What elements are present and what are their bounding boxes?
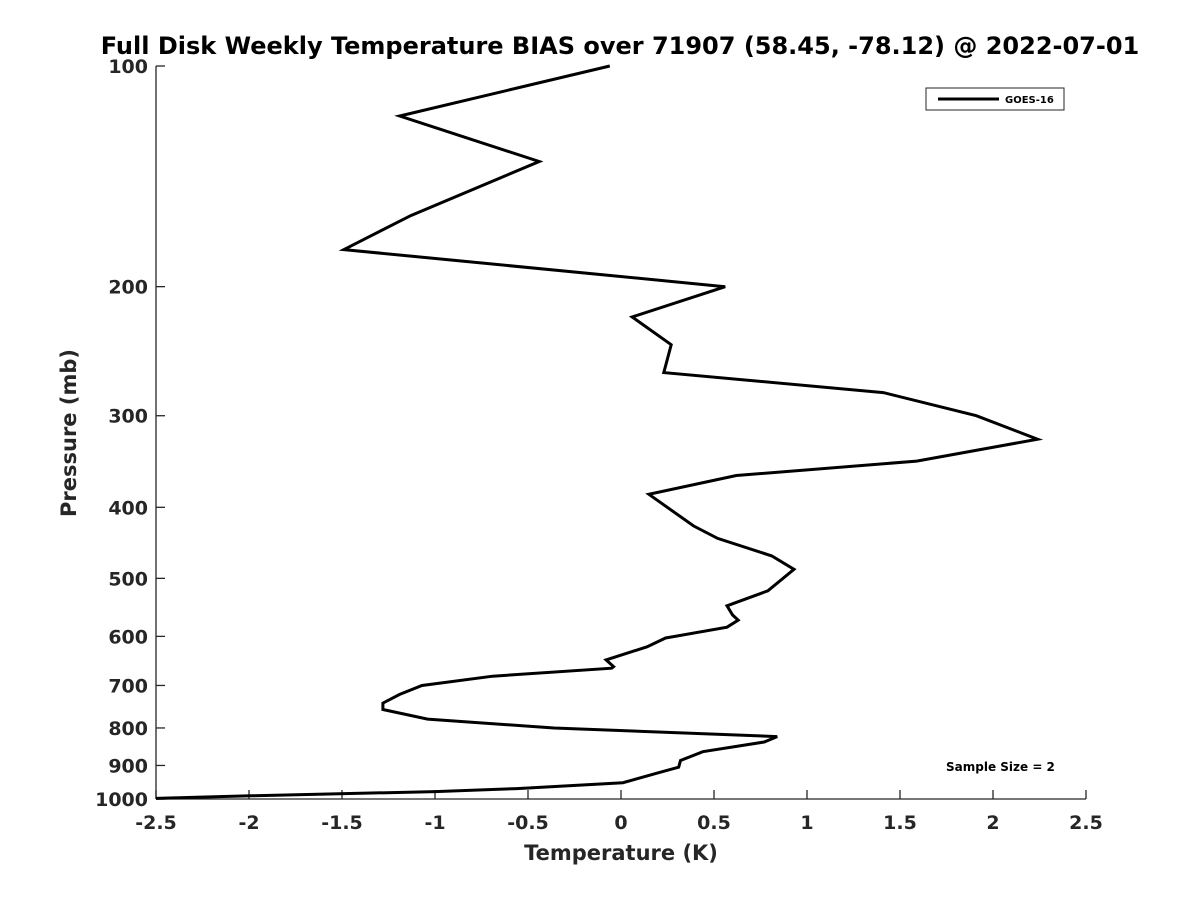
x-axis-label: Temperature (K) [524,841,718,865]
y-tick-label: 700 [108,675,148,697]
x-tick-label: -2 [238,812,259,834]
x-tick-label: 0 [614,812,627,834]
x-axis: -2.5 -2 -1.5 -1 -0.5 0 0.5 1 1.5 2 2.5 Temperature… [135,790,1103,865]
x-tick-label: -0.5 [507,812,549,834]
x-tick-label: -1.5 [321,812,363,834]
chart-title: Full Disk Weekly Temperature BIAS over 7… [101,32,1140,60]
y-tick-label: 500 [108,568,148,590]
legend-entry-label: GOES-16 [1005,95,1054,106]
x-tick-label: 0.5 [697,812,731,834]
y-tick-label: 900 [108,755,148,777]
y-tick-label: 200 [108,277,148,299]
sample-size-annotation: Sample Size = 2 [946,760,1055,774]
x-axis-ticks: -2.5 -2 -1.5 -1 -0.5 0 0.5 1 1.5 2 2.5 [135,790,1103,834]
legend: GOES-16 [925,87,1065,111]
x-tick-label: 1.5 [883,812,917,834]
x-tick-label: -1 [424,812,445,834]
series-layer [155,64,1044,800]
y-axis-label: Pressure (mb) [57,349,81,517]
y-tick-label: 1000 [95,789,148,811]
y-tick-label: 300 [108,406,148,428]
x-tick-label: 1 [800,812,813,834]
y-tick-label: 800 [108,718,148,740]
y-tick-label: 400 [108,497,148,519]
x-tick-label: 2.5 [1069,812,1103,834]
x-tick-label: 2 [986,812,999,834]
y-tick-label: 600 [108,626,148,648]
y-axis: 100 200 300 400 500 600 700 800 900 1000 Pressure… [57,56,165,811]
y-tick-label: 100 [108,56,148,78]
y-axis-ticks: 100 200 300 400 500 600 700 800 900 1000 [95,56,165,811]
x-tick-label: -2.5 [135,812,177,834]
